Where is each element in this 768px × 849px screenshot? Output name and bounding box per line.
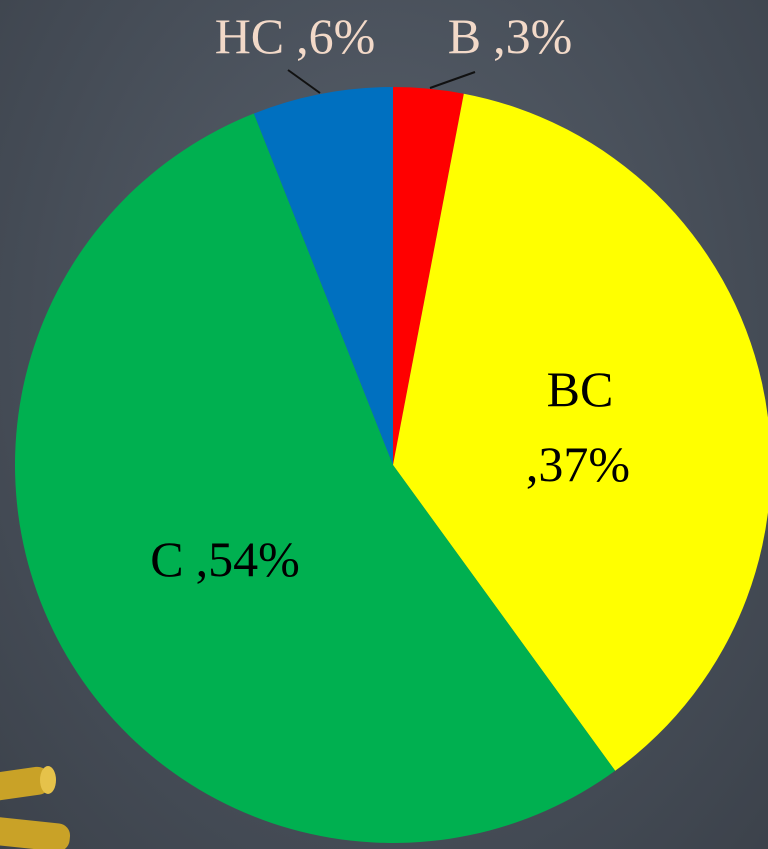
decoration (0, 765, 71, 849)
page: B,3%BC,37%C,54%HC,6% (() => { const data… (0, 0, 768, 849)
slice-value-label: ,6% (296, 8, 375, 64)
leader-line (430, 72, 475, 88)
chart: B,3%BC,37%C,54%HC,6% (0, 0, 768, 849)
slice-category: BC (547, 361, 614, 417)
slice-value-label: ,3% (493, 8, 572, 64)
slice-label: B,3% (448, 8, 573, 64)
slice-value-label: ,37% (526, 436, 630, 492)
leader-line (288, 70, 320, 93)
slice-category: HC (215, 8, 284, 64)
slice-value-label: ,54% (196, 531, 300, 587)
slice-label: C,54% (150, 531, 300, 587)
slice-category: B (448, 8, 481, 64)
slice-category: C (150, 531, 183, 587)
slice-label: HC,6% (215, 8, 376, 64)
